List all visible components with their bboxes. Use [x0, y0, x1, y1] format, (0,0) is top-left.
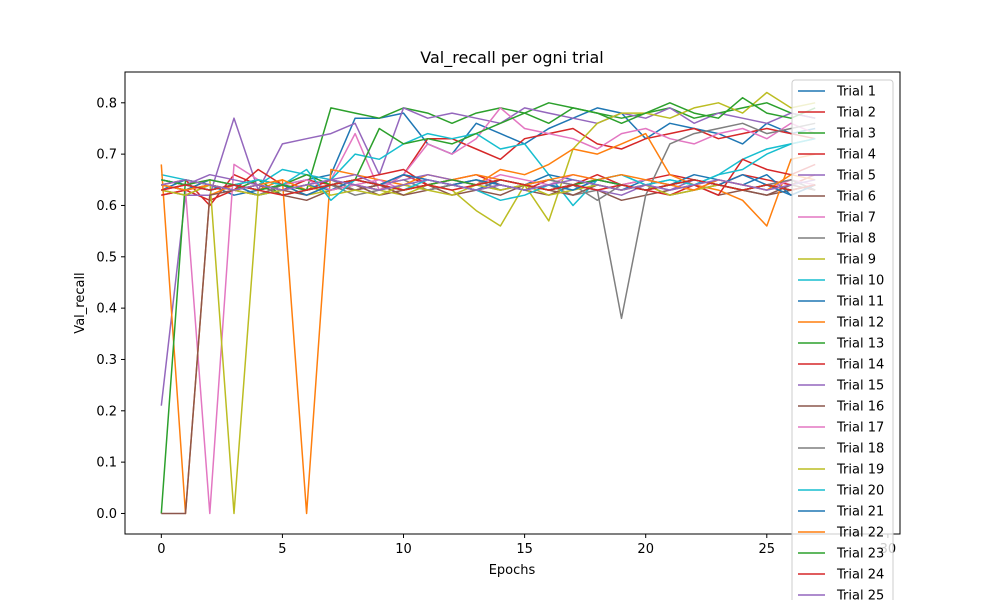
- y-tick-label: 0.2: [96, 404, 117, 419]
- plot-frame: [124, 71, 901, 535]
- y-tick-label: 0.6: [96, 199, 117, 214]
- y-tick-label: 0.8: [96, 96, 117, 111]
- legend-label-trial-7: Trial 7: [836, 211, 876, 226]
- series-line-trial-25: [161, 179, 816, 191]
- x-axis: 051015202530: [157, 534, 896, 557]
- legend-label-trial-14: Trial 14: [836, 358, 884, 373]
- legend-label-trial-11: Trial 11: [836, 295, 884, 310]
- legend-label-trial-6: Trial 6: [836, 190, 876, 205]
- x-tick-label: 0: [157, 542, 165, 557]
- series-line-trial-3: [161, 102, 816, 196]
- x-tick-label: 10: [395, 542, 412, 557]
- legend-label-trial-9: Trial 9: [836, 253, 876, 268]
- legend-label-trial-12: Trial 12: [836, 316, 884, 331]
- chart-title: Val_recall per ogni trial: [420, 48, 603, 68]
- legend-label-trial-5: Trial 5: [836, 169, 876, 184]
- series-line-trial-22: [161, 173, 816, 191]
- legend-label-trial-19: Trial 19: [836, 463, 884, 478]
- series-line-trial-16: [161, 184, 816, 515]
- legend-label-trial-24: Trial 24: [836, 568, 884, 583]
- series-line-trial-13: [160, 96, 816, 514]
- x-tick-label: 5: [278, 542, 286, 557]
- series-line-trial-7: [161, 107, 816, 515]
- legend-label-trial-22: Trial 22: [836, 526, 884, 541]
- legend-label-trial-1: Trial 1: [836, 85, 876, 100]
- legend-label-trial-3: Trial 3: [836, 127, 876, 142]
- legend: Trial 1 Trial 2 Trial 3 Trial 4 Trial 5 Trial…: [791, 79, 894, 600]
- legend-label-trial-23: Trial 23: [836, 547, 884, 562]
- legend-label-trial-25: Trial 25: [836, 589, 884, 600]
- series-layer: [160, 91, 816, 515]
- legend-label-trial-16: Trial 16: [836, 400, 884, 415]
- legend-label-trial-17: Trial 17: [836, 421, 884, 436]
- y-tick-label: 0.4: [96, 302, 117, 317]
- x-tick-label: 25: [759, 542, 776, 557]
- y-tick-label: 0.7: [96, 148, 117, 163]
- legend-label-trial-8: Trial 8: [836, 232, 876, 247]
- series-line-trial-5: [160, 107, 816, 406]
- y-tick-label: 0.0: [96, 507, 117, 522]
- x-tick-label: 20: [637, 542, 654, 557]
- legend-label-trial-10: Trial 10: [836, 274, 884, 289]
- series-line-trial-8: [161, 122, 816, 320]
- legend-label-trial-18: Trial 18: [836, 442, 884, 457]
- x-tick-label: 15: [516, 542, 533, 557]
- legend-label-trial-20: Trial 20: [836, 484, 884, 499]
- y-tick-label: 0.5: [96, 250, 117, 265]
- y-axis-title: Val_recall: [73, 272, 88, 333]
- legend-label-trial-21: Trial 21: [836, 505, 884, 520]
- legend-label-trial-2: Trial 2: [836, 106, 876, 121]
- legend-label-trial-4: Trial 4: [836, 148, 876, 163]
- y-axis: 0.0 0.1 0.2 0.3 0.4 0.5 0.6 0.7 0.8: [96, 96, 125, 522]
- legend-label-trial-13: Trial 13: [836, 337, 884, 352]
- legend-box: [791, 79, 894, 600]
- y-tick-label: 0.1: [96, 456, 117, 471]
- x-axis-title: Epochs: [489, 563, 536, 578]
- y-tick-label: 0.3: [96, 353, 117, 368]
- legend-label-trial-15: Trial 15: [836, 379, 884, 394]
- series-line-trial-9: [161, 91, 816, 515]
